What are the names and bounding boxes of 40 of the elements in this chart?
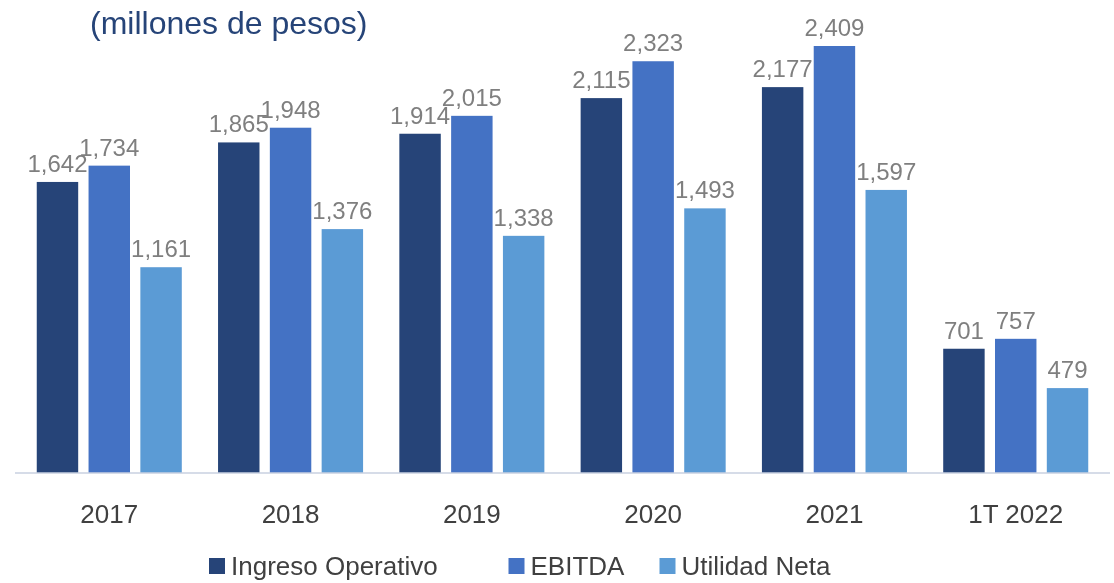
bar (632, 61, 674, 473)
x-tick-label: 2018 (261, 499, 320, 529)
bar (761, 87, 804, 473)
data-label: 1,597 (856, 157, 917, 185)
bar (321, 229, 364, 473)
bar (451, 115, 493, 473)
x-tick-label: 1T 2022 (968, 499, 1064, 529)
bar (502, 235, 545, 473)
bar (399, 133, 441, 473)
bar (269, 127, 312, 473)
x-tick-label: 2019 (442, 499, 501, 529)
bar (684, 208, 726, 473)
data-label: 1,376 (312, 197, 373, 225)
bar (88, 165, 130, 473)
legend-label: Utilidad Neta (681, 551, 831, 581)
chart-title: (millones de pesos) (90, 5, 368, 41)
x-tick-label: 2017 (80, 499, 139, 529)
bar (218, 142, 260, 473)
bar (995, 338, 1037, 473)
data-label: 1,161 (131, 235, 192, 263)
bar (865, 189, 907, 473)
bar (813, 46, 856, 473)
legend-label: Ingreso Operativo (231, 551, 438, 581)
data-label: 701 (943, 316, 984, 344)
x-tick-label: 2020 (624, 499, 683, 529)
data-label: 2,115 (572, 66, 631, 94)
data-label: 757 (995, 306, 1036, 334)
data-label: 2,323 (623, 29, 684, 57)
data-label: 479 (1047, 356, 1088, 384)
legend-label: EBITDA (530, 551, 626, 581)
bar (140, 267, 182, 473)
bar (943, 348, 985, 473)
bar (36, 181, 79, 473)
x-tick-label: 2021 (805, 499, 864, 529)
data-label: 2,409 (804, 14, 865, 41)
data-label: 2,177 (752, 55, 813, 83)
data-label: 1,338 (493, 203, 554, 231)
bar (1046, 388, 1089, 473)
data-label: 1,493 (674, 176, 735, 204)
bar (580, 98, 623, 473)
